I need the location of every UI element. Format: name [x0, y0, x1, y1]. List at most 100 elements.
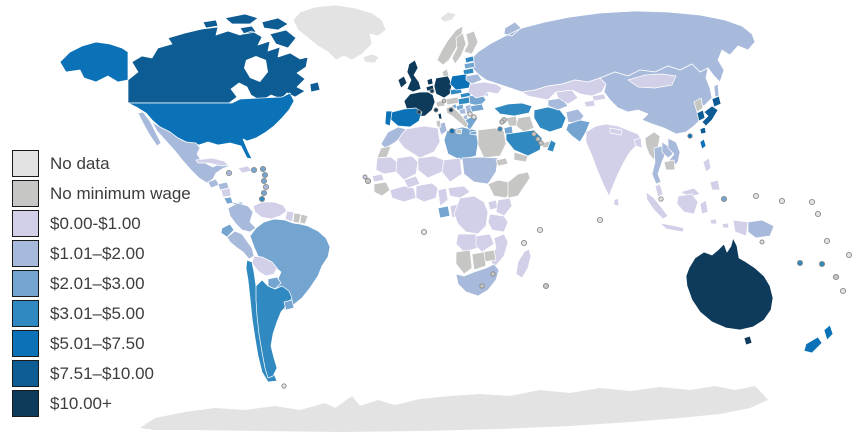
country-mali: Mali — [395, 155, 419, 181]
marker-antilles-5: Lesser Antilles — [260, 189, 268, 197]
legend-item-c3: $3.01–$5.00 — [12, 299, 193, 327]
country-nicaragua: Nicaragua — [220, 187, 232, 198]
country-kazakhstan: Kazakhstan — [521, 77, 607, 101]
country-laos: Laos — [661, 141, 674, 159]
country-hudson-bay: Hudson Bay — [244, 56, 268, 82]
country-germany: Germany — [433, 75, 453, 99]
country-uk: United Kingdom — [406, 59, 422, 93]
country-niger: Niger — [417, 155, 445, 179]
country-mongolia: Mongolia — [627, 73, 677, 89]
country-western-sahara: Western Sahara — [376, 145, 392, 159]
marker-liechtenstein: Liechtenstein — [441, 98, 447, 104]
country-oman: Oman — [546, 139, 557, 153]
marker-trinidad: Trinidad and Tobago — [258, 195, 266, 203]
country-turkey: Turkey — [493, 102, 533, 117]
country-svalbard: Svalbard — [439, 11, 457, 23]
country-portugal: Portugal — [384, 110, 393, 127]
country-alaska: Alaska (United States) — [59, 41, 129, 83]
marker-antilles-2: Lesser Antilles — [261, 171, 269, 179]
country-ecuador: Ecuador — [220, 223, 235, 238]
marker-hong-kong: Hong Kong — [687, 133, 693, 139]
country-bulgaria: Bulgaria — [469, 103, 485, 113]
country-guinea: Guinea / Sierra Leone — [373, 181, 391, 197]
country-tanzania: Tanzania — [487, 213, 509, 233]
marker-falklands: Falkland Islands — [281, 383, 287, 389]
country-canada: Canada — [127, 13, 321, 104]
marker-balkan-1: Montenegro — [467, 111, 473, 117]
legend: No data No minimum wage $0.00-$1.00 $1.01–$… — [12, 149, 193, 420]
country-burkina: Burkina Faso — [403, 175, 421, 189]
legend-label-c4: $5.01–$7.50 — [48, 333, 147, 353]
country-eritrea: Eritrea — [495, 157, 509, 167]
country-png: Papua New Guinea — [747, 219, 775, 239]
marker-swaziland: Eswatini — [490, 271, 496, 277]
country-algeria: Algeria — [397, 125, 441, 159]
legend-swatch-c1 — [12, 239, 39, 267]
country-senegal: Senegal — [371, 173, 385, 183]
country-zambia: Zambia — [475, 233, 495, 253]
marker-samoa: Samoa — [845, 251, 853, 259]
country-ireland: Ireland — [397, 75, 408, 89]
marker-andorra: Andorra — [416, 109, 422, 115]
country-ivory-ghana: Côte d'Ivoire / Ghana — [389, 185, 417, 203]
legend-label-no-min: No minimum wage — [48, 183, 193, 203]
marker-antilles-3: Lesser Antilles — [260, 177, 268, 185]
country-hungary: Hungary — [457, 96, 471, 106]
country-namibia: Namibia — [455, 249, 473, 275]
marker-micronesia: Micronesia — [778, 197, 786, 205]
legend-label-c0: $0.00-$1.00 — [48, 213, 143, 233]
country-nepal: Nepal — [609, 127, 623, 136]
legend-swatch-c4 — [12, 329, 39, 357]
country-kyrgyzstan: Kyrgyzstan — [591, 93, 607, 102]
marker-qatar: Qatar — [538, 140, 544, 146]
marker-maldives: Maldives — [596, 216, 604, 224]
marker-palau: Palau — [720, 195, 728, 203]
country-sri-lanka: Sri Lanka — [613, 197, 620, 207]
country-suriname: Suriname — [292, 212, 302, 224]
country-drc: DR Congo — [453, 195, 489, 235]
country-bolivia: Bolivia — [251, 255, 278, 277]
marker-antilles-4: Lesser Antilles — [262, 183, 270, 191]
country-bangladesh: Bangladesh — [633, 137, 643, 149]
country-denmark: Denmark — [441, 68, 450, 79]
country-pakistan: Pakistan — [565, 119, 591, 143]
country-nz-north: New Zealand (North Island) — [823, 324, 834, 341]
marker-israel: Israel — [497, 126, 503, 132]
country-paraguay: Paraguay — [267, 276, 282, 290]
country-tasmania: Tasmania (Australia) — [743, 335, 753, 346]
country-cambodia: Cambodia — [663, 159, 676, 171]
legend-label-c6: $10.00+ — [48, 393, 114, 413]
marker-solomon: Solomon Islands — [796, 259, 804, 267]
marker-antilles-1: Lesser Antilles — [259, 165, 267, 173]
country-saudi-arabia: Saudi Arabia — [505, 129, 543, 157]
country-latvia: Latvia — [463, 61, 476, 70]
marker-comoros: Comoros — [520, 239, 528, 247]
legend-item-no-min: No minimum wage — [12, 179, 193, 207]
marker-kuwait: Kuwait — [531, 131, 537, 137]
marker-sao-tome: São Tomé and Príncipe — [420, 228, 428, 236]
marker-puerto-rico: Puerto Rico — [250, 166, 258, 174]
marker-nauru: Nauru — [814, 210, 822, 218]
marker-guam: Guam — [752, 192, 760, 200]
country-botswana: Botswana — [471, 251, 487, 271]
marker-mauritius: Mauritius — [542, 282, 550, 290]
country-yemen: Yemen — [513, 151, 529, 163]
legend-swatch-c6 — [12, 389, 39, 417]
country-mexico: Mexico — [137, 111, 230, 184]
legend-item-c5: $7.51–$10.00 — [12, 359, 193, 387]
legend-item-c2: $2.01–$3.00 — [12, 269, 193, 297]
marker-monaco: Monaco — [433, 107, 439, 113]
marker-san-marino: San Marino — [448, 107, 454, 113]
marker-balkan-2: North Macedonia — [471, 114, 477, 120]
legend-label-c2: $2.01–$3.00 — [48, 273, 147, 293]
country-taiwan: Taiwan — [699, 138, 707, 150]
country-australia: Australia — [685, 237, 774, 331]
country-ukraine: Ukraine — [467, 81, 503, 99]
legend-item-c1: $1.01–$2.00 — [12, 239, 193, 267]
legend-swatch-no-data — [12, 149, 39, 177]
country-egypt: Egypt — [477, 127, 507, 159]
marker-luxembourg: Luxembourg — [429, 88, 435, 94]
legend-swatch-c3 — [12, 299, 39, 327]
legend-label-c3: $3.01–$5.00 — [48, 303, 147, 323]
